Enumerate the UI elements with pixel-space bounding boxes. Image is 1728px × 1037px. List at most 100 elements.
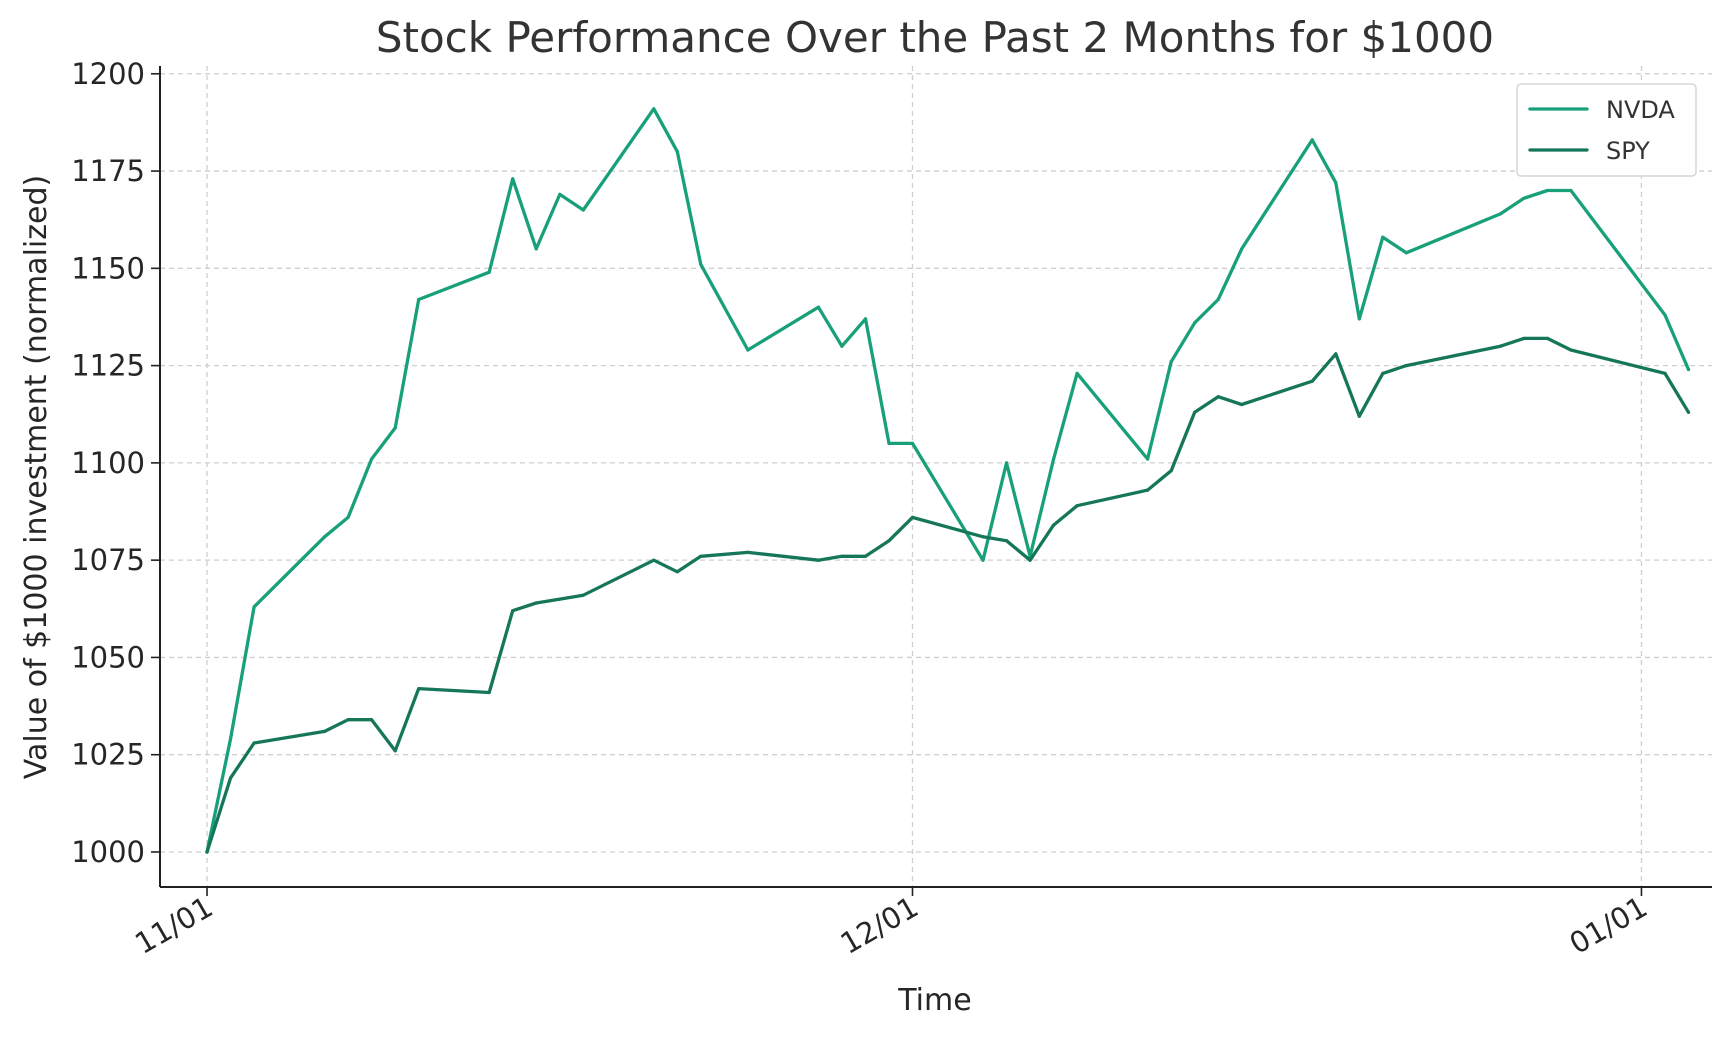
data-point-spy [699,554,703,558]
data-point-nvda [511,177,515,181]
y-axis-title: Value of $1000 investment (normalized) [19,175,54,779]
data-point-spy [981,535,985,539]
data-point-spy [1522,336,1526,340]
data-point-spy [323,729,327,734]
data-point-nvda [1357,317,1361,321]
series-line-nvda [205,107,1691,854]
data-point-spy [1569,348,1573,352]
data-point-spy [1404,364,1408,368]
data-point-spy [1686,410,1691,414]
data-point-nvda [487,270,491,274]
data-point-nvda [1146,457,1150,461]
data-point-spy [1663,371,1667,375]
data-point-nvda [252,605,256,609]
y-tick-label: 1125 [71,349,145,383]
data-point-spy [1193,410,1197,414]
series-layer [205,107,1691,854]
y-tick-label: 1000 [71,835,145,869]
data-point-spy [1004,539,1009,543]
data-point-nvda [1075,371,1079,375]
axes [159,66,1712,888]
data-point-nvda [228,737,233,741]
data-point-spy [370,718,374,722]
data-point-nvda [1216,297,1220,302]
data-point-nvda [1404,251,1408,255]
data-point-nvda [1686,367,1691,372]
data-point-spy [252,741,256,745]
data-point-nvda [887,441,891,445]
data-point-nvda [558,192,562,196]
data-point-spy [746,550,750,555]
y-tick-label: 1025 [71,738,145,772]
data-point-spy [863,554,868,558]
y-tick-label: 1150 [71,251,145,285]
x-tick-label: 01/01 [1564,890,1653,961]
data-point-spy [1052,523,1056,527]
data-point-spy [417,687,421,691]
data-point-spy [675,570,679,574]
data-point-spy [1381,371,1385,375]
data-point-spy [840,554,844,558]
data-point-nvda [910,441,915,445]
data-point-nvda [370,457,374,461]
series-line-spy [205,336,1691,854]
data-point-nvda [863,317,868,321]
data-point-nvda [699,262,703,266]
data-point-nvda [1310,138,1314,142]
data-point-spy [910,515,915,520]
legend: NVDA SPY [1516,83,1697,177]
data-point-spy [581,593,585,597]
data-point-nvda [393,426,397,430]
data-point-spy [1498,344,1502,348]
data-point-spy [1216,395,1220,399]
data-point-nvda [746,348,750,352]
data-point-nvda [1193,321,1197,325]
data-point-nvda [1569,188,1573,193]
y-axis-ticks: 1000 1025 1050 1075 1100 1125 1150 1175 1200 [71,57,160,869]
data-point-nvda [1052,457,1056,461]
data-point-nvda [1545,188,1549,193]
data-point-spy [558,597,562,601]
data-point-spy [816,558,821,562]
legend-box [1516,83,1697,177]
y-tick-label: 1100 [71,446,145,480]
data-point-spy [346,718,350,722]
data-point-nvda [1240,247,1244,251]
data-point-nvda [981,558,985,562]
data-point-spy [1028,558,1032,562]
y-tick-label: 1050 [71,640,145,674]
data-point-spy [1357,414,1361,418]
x-axis-title: Time [897,983,971,1018]
x-tick-label: 11/01 [129,890,218,961]
data-point-nvda [417,297,421,302]
data-point-spy [487,690,491,695]
data-point-spy [887,539,891,543]
data-point-spy [393,749,397,753]
data-point-nvda [346,515,350,520]
data-point-spy [1310,379,1314,383]
data-point-spy [1240,402,1244,407]
data-point-spy [1169,469,1173,473]
data-point-spy [534,601,538,605]
data-point-nvda [652,107,656,111]
grid-lines [160,66,1712,887]
data-point-spy [205,850,209,854]
data-point-nvda [1381,235,1385,239]
data-point-spy [652,558,656,562]
data-point-nvda [1334,181,1338,185]
data-point-nvda [675,150,679,154]
data-point-nvda [1004,461,1009,465]
data-point-nvda [840,344,844,348]
data-point-nvda [323,535,327,539]
data-point-spy [1146,488,1150,492]
data-point-spy [1075,504,1079,508]
data-point-spy [228,776,233,780]
data-point-nvda [534,247,538,251]
data-point-spy [511,609,515,613]
data-point-nvda [1663,313,1667,317]
legend-label-spy: SPY [1606,137,1650,165]
x-tick-label: 12/01 [835,890,924,961]
data-point-nvda [1498,212,1502,216]
data-point-nvda [1522,196,1526,200]
